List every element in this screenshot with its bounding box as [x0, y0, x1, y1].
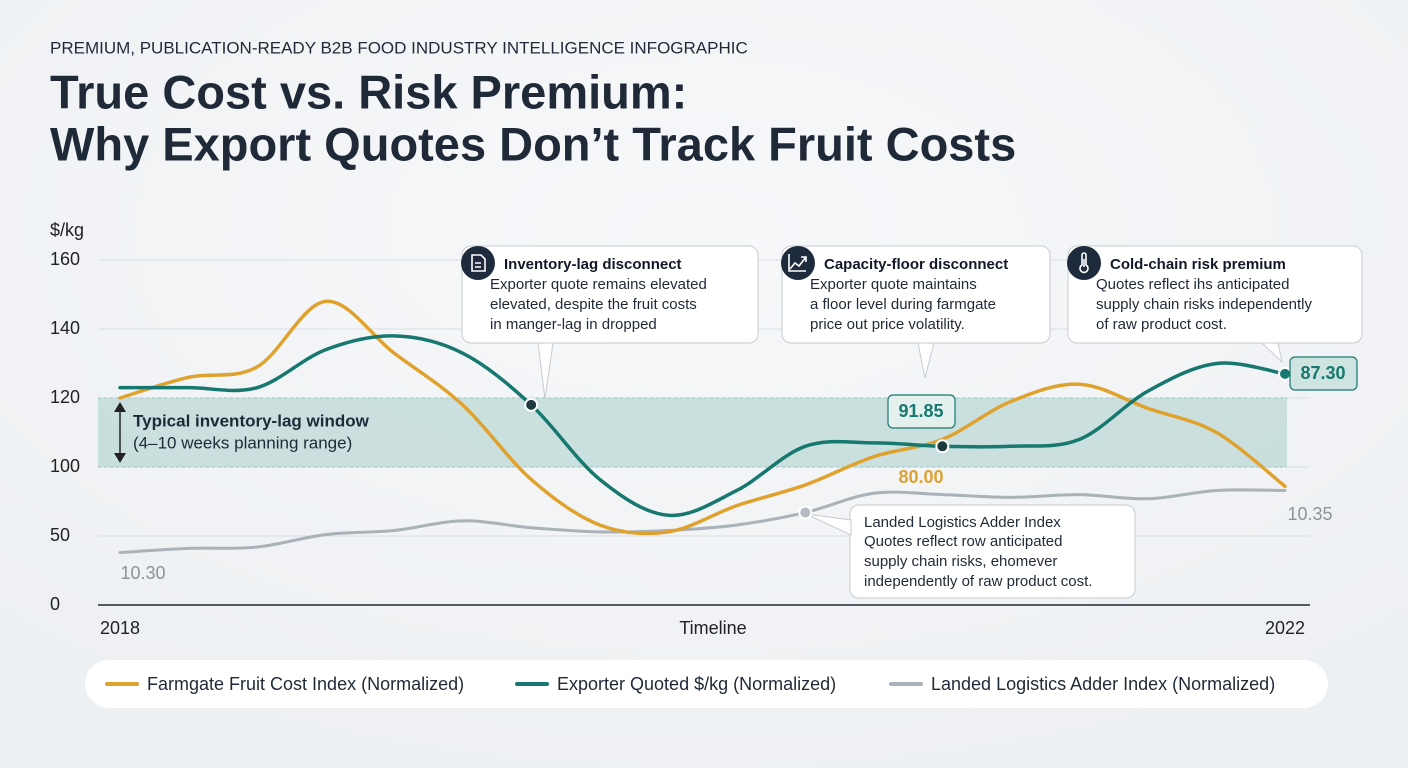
- callout-pointer: [537, 342, 554, 399]
- series-line: [118, 334, 1287, 518]
- y-tick-label: 100: [50, 456, 80, 476]
- title: Why Export Quotes Don’t Track Fruit Cost…: [50, 117, 1016, 170]
- series-line: [118, 299, 1287, 536]
- callout-pointer: [917, 342, 935, 379]
- y-tick-label: 0: [50, 594, 60, 614]
- point-label: 91.85: [898, 401, 943, 421]
- callout-icon-glyph: [1079, 252, 1089, 274]
- point-marker: [524, 397, 539, 412]
- callout-line: in manger-lag in dropped: [490, 316, 657, 333]
- callout-line: elevated, despite the fruit costs: [490, 296, 697, 313]
- callout-title: Cold-chain risk premium: [1110, 256, 1286, 273]
- callout-icon: [781, 246, 815, 280]
- callout-line: Exporter quote maintains: [810, 276, 977, 293]
- band: [98, 398, 1287, 467]
- y-tick-label: 50: [50, 525, 70, 545]
- callout-box: [1067, 245, 1363, 344]
- point-label: 80.00: [898, 467, 943, 487]
- callout-title: Capacity-floor disconnect: [824, 256, 1008, 273]
- callout-line: supply chain risks independently: [1096, 296, 1312, 313]
- x-axis-label: Timeline: [679, 618, 746, 638]
- point-marker: [1278, 366, 1292, 381]
- point-marker: [935, 439, 950, 454]
- point-marker: [798, 505, 813, 520]
- callout-box: [849, 504, 1136, 599]
- callout-line: price out price volatility.: [810, 316, 965, 333]
- callout-line: a floor level during farmgate: [810, 296, 996, 313]
- callout-line: independently of raw product cost.: [864, 573, 1092, 590]
- legend-box: [85, 660, 1328, 708]
- x-tick-label: 2022: [1265, 618, 1305, 638]
- callout-box: [461, 245, 759, 344]
- legend-label: Exporter Quoted $/kg (Normalized): [557, 674, 836, 694]
- callout-pointer: [1260, 342, 1283, 364]
- legend-label: Farmgate Fruit Cost Index (Normalized): [147, 674, 464, 694]
- callout-title: Landed Logistics Adder Index: [864, 514, 1061, 531]
- y-tick-label: 120: [50, 387, 80, 407]
- callout-box: [781, 245, 1051, 344]
- x-tick-label: 2018: [100, 618, 140, 638]
- callout-line: supply chain risks, ehomever: [864, 553, 1057, 570]
- y-tick-label: 160: [50, 249, 80, 269]
- callout-line: Quotes reflect row anticipated: [864, 533, 1062, 550]
- y-axis-label: $/kg: [50, 220, 84, 240]
- point-label-box: [887, 394, 956, 429]
- callout-line: Exporter quote remains elevated: [490, 276, 707, 293]
- callout-icon-glyph: [788, 254, 807, 272]
- callout-line: Quotes reflect ihs anticipated: [1096, 276, 1289, 293]
- y-tick-label: 140: [50, 318, 80, 338]
- point-label-box: [1289, 356, 1358, 391]
- legend-label: Landed Logistics Adder Index (Normalized…: [931, 674, 1275, 694]
- band-sublabel: (4–10 weeks planning range): [133, 433, 352, 452]
- point-label: 10.30: [120, 563, 165, 583]
- callout-line: of raw product cost.: [1096, 316, 1227, 333]
- series-line: [118, 488, 1287, 555]
- band-label: Typical inventory-lag window: [133, 411, 370, 430]
- title: True Cost vs. Risk Premium:: [50, 65, 687, 118]
- point-label: 87.30: [1300, 363, 1345, 383]
- kicker: PREMIUM, PUBLICATION-READY B2B FOOD INDU…: [50, 38, 748, 57]
- point-label: 10.35: [1287, 504, 1332, 524]
- callout-title: Inventory-lag disconnect: [504, 256, 682, 273]
- callout-pointer: [805, 513, 852, 536]
- callout-icon-glyph: [471, 254, 486, 272]
